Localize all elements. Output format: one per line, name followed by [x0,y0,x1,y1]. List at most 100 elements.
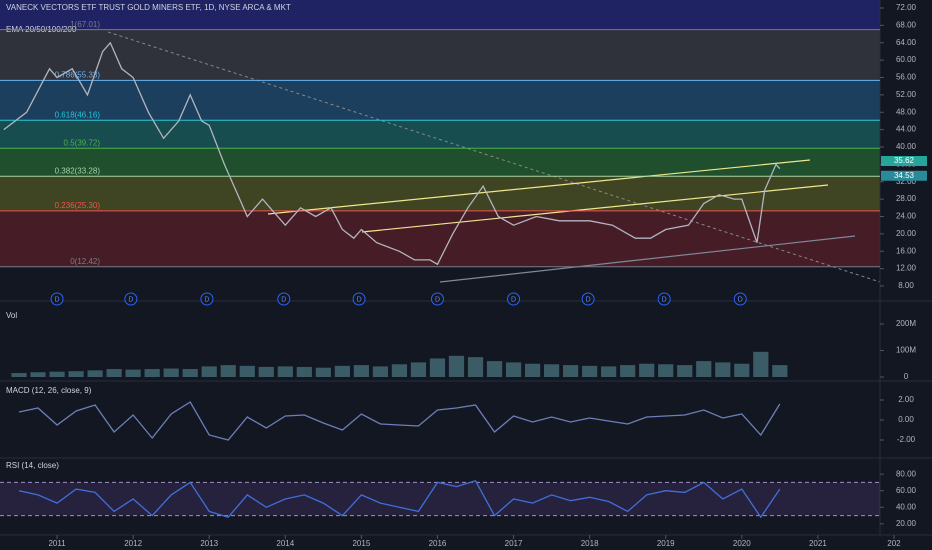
volume-bar [220,365,236,377]
y-tick-label: 40.00 [896,502,917,511]
fib-band [0,0,880,30]
volume-bar [734,363,750,377]
volume-bar [11,373,27,377]
volume-bar [543,364,560,377]
y-tick-label: 40.00 [896,142,917,151]
y-tick-label: 200M [896,319,916,328]
x-tick-label: 2015 [352,539,370,548]
fib-label: 0.618(46.16) [55,110,101,119]
dividend-marker [733,292,747,306]
dividend-marker [430,292,444,306]
volume-bar [296,366,312,377]
dividend-marker [50,292,64,306]
volume-bar [30,372,46,377]
dividend-label: D [281,296,286,303]
volume-bar [524,363,541,377]
dividend-label: D [357,296,362,303]
fib-band [0,176,880,211]
y-tick-label: 56.00 [896,73,917,82]
volume-bar [391,364,408,377]
volume-bar [429,358,446,377]
y-tick-label: 68.00 [896,20,917,29]
volume-bar [772,365,788,377]
dividend-label: D [435,296,440,303]
fib-bands [0,0,880,267]
volume-bar [467,357,484,377]
y-tick-label: 72.00 [896,3,917,12]
series-line [3,41,781,266]
x-tick-label: 2012 [124,539,142,548]
x-tick-label: 2021 [809,539,827,548]
fib-band [0,148,880,177]
volume-bar [753,351,769,377]
y-tick-label: 48.00 [896,107,917,116]
dividend-label: D [511,296,516,303]
volume-bar [677,365,693,377]
x-tick-label: 202 [887,539,901,548]
x-tick-label: 2017 [505,539,523,548]
dividend-marker [657,292,671,306]
y-tick-label: 52.00 [896,90,917,99]
volume-bar [410,362,427,377]
trend-line [361,184,829,233]
volume-bar [239,365,255,377]
y-tick-label: 60.00 [896,55,917,64]
y-tick-label: 0 [904,372,909,381]
volume-bar [125,369,141,377]
pane-title: RSI (14, close) [6,461,59,470]
y-tick-label: 64.00 [896,38,917,47]
volume-bar [601,366,617,377]
volume-bar [696,361,712,377]
volume-bar [182,369,198,377]
dividend-marker [200,292,214,306]
chart-title: VANECK VECTORS ETF TRUST GOLD MINERS ETF… [6,3,291,12]
volume-bar [563,365,579,377]
dividend-label: D [55,296,60,303]
dividend-marker [277,292,291,306]
trend-line [439,235,856,283]
fib-label: 1(67.01) [70,20,100,29]
x-tick-label: 2016 [429,539,447,548]
volume-bar [277,366,293,377]
dividend-label: D [738,296,743,303]
volume-bar [163,368,179,377]
volume-bar [620,365,636,377]
volume-bar [505,362,522,377]
x-tick-label: 2013 [200,539,218,548]
pane-title: MACD (12, 26, close, 9) [6,386,92,395]
dividend-label: D [586,296,591,303]
volume-bar [315,367,331,377]
x-tick-label: 2020 [733,539,751,548]
volume-bar [258,366,274,377]
fib-band [0,80,880,121]
dividend-marker [581,292,595,306]
volume-bar [582,365,598,377]
y-tick-label: 100M [896,346,916,355]
volume-bar [201,366,217,377]
volume-bar [334,365,350,377]
fib-band [0,29,880,81]
y-tick-label: 44.00 [896,125,917,134]
y-tick-label: 16.00 [896,246,917,255]
y-tick-label: 0.00 [898,415,914,424]
volume-bar [658,364,674,377]
fib-label: 0.786(55.33) [55,71,101,80]
y-tick-label: 24.00 [896,212,917,221]
x-tick-label: 2019 [657,539,675,548]
y-tick-label: 20.00 [896,229,917,238]
volume-bar [353,365,369,377]
volume-bar [49,371,65,377]
x-tick-label: 2018 [581,539,599,548]
y-tick-label: 12.00 [896,264,917,273]
y-tick-label: 8.00 [898,281,914,290]
volume-bar [486,361,503,377]
volume-bar [106,369,122,377]
price-label: 35.62 [894,156,915,165]
y-tick-label: 32.00 [896,177,917,186]
volume-bar [448,355,465,377]
dividend-label: D [128,296,133,303]
fib-label: 0(12.42) [70,257,100,266]
y-tick-label: 80.00 [896,469,917,478]
volume-bar [87,370,103,377]
